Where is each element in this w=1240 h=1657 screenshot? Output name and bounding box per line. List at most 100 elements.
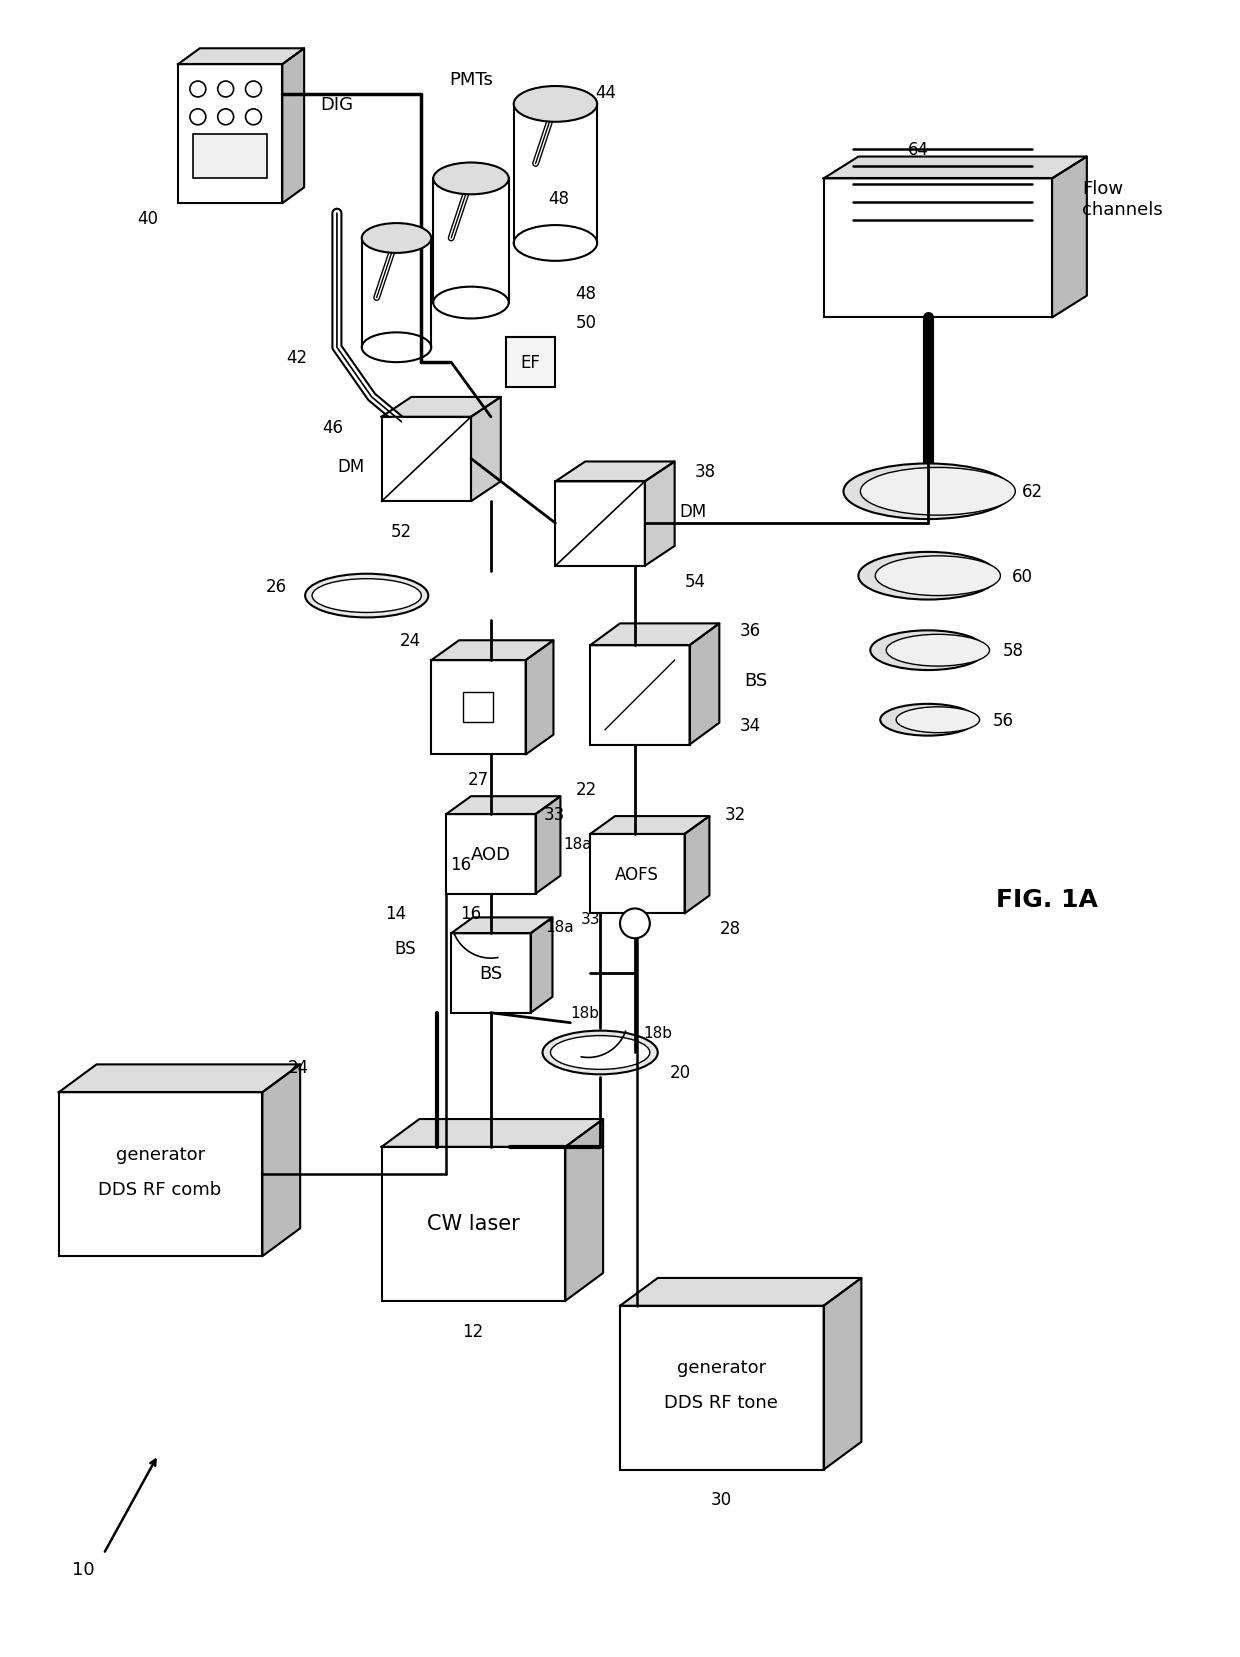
Ellipse shape <box>433 287 508 320</box>
Text: 33: 33 <box>580 911 600 926</box>
Text: 24: 24 <box>288 1059 309 1077</box>
Polygon shape <box>382 398 501 418</box>
Bar <box>382 418 471 502</box>
Text: 14: 14 <box>386 905 407 923</box>
Ellipse shape <box>362 333 432 363</box>
Polygon shape <box>823 1278 862 1470</box>
Text: 18a: 18a <box>546 920 574 935</box>
Ellipse shape <box>513 225 598 262</box>
Polygon shape <box>645 462 675 567</box>
Text: CW laser: CW laser <box>427 1213 520 1233</box>
Ellipse shape <box>843 464 1012 520</box>
Text: 16: 16 <box>460 905 481 923</box>
Polygon shape <box>263 1065 300 1256</box>
Ellipse shape <box>312 580 422 613</box>
Ellipse shape <box>897 708 980 732</box>
Text: 38: 38 <box>694 464 715 481</box>
Ellipse shape <box>433 164 508 196</box>
Polygon shape <box>556 462 675 482</box>
Text: DDS RF comb: DDS RF comb <box>98 1180 222 1198</box>
Text: Flow
channels: Flow channels <box>1081 179 1163 219</box>
Polygon shape <box>179 50 304 65</box>
Ellipse shape <box>887 635 990 666</box>
Text: 20: 20 <box>670 1064 691 1082</box>
Text: 10: 10 <box>72 1559 95 1577</box>
Bar <box>432 661 526 756</box>
Text: EF: EF <box>521 355 541 371</box>
Text: 36: 36 <box>739 621 760 640</box>
Ellipse shape <box>543 1031 657 1075</box>
Circle shape <box>620 910 650 938</box>
Ellipse shape <box>305 575 428 618</box>
Polygon shape <box>689 625 719 746</box>
Bar <box>463 693 492 722</box>
Text: AOD: AOD <box>471 845 511 863</box>
Polygon shape <box>471 398 501 502</box>
Text: 44: 44 <box>595 85 616 103</box>
Bar <box>823 179 1052 318</box>
Text: 28: 28 <box>719 920 740 938</box>
Polygon shape <box>382 1120 603 1147</box>
Text: 54: 54 <box>684 572 706 590</box>
Ellipse shape <box>362 224 432 254</box>
Text: 64: 64 <box>908 141 929 159</box>
Bar <box>620 1306 823 1470</box>
Text: 48: 48 <box>548 191 569 209</box>
Text: 52: 52 <box>391 522 412 540</box>
Bar <box>556 482 645 567</box>
Text: BS: BS <box>394 940 417 958</box>
Polygon shape <box>565 1120 603 1301</box>
Bar <box>446 815 536 895</box>
Text: 40: 40 <box>138 210 159 229</box>
Bar <box>590 835 684 915</box>
Polygon shape <box>283 50 304 204</box>
Polygon shape <box>590 817 709 835</box>
Bar <box>506 338 556 388</box>
Text: 26: 26 <box>267 577 288 595</box>
Ellipse shape <box>551 1036 650 1070</box>
Text: generator: generator <box>677 1359 766 1377</box>
Text: DDS RF tone: DDS RF tone <box>665 1394 779 1412</box>
Text: 62: 62 <box>1022 482 1043 500</box>
Text: 46: 46 <box>322 419 343 436</box>
Polygon shape <box>531 918 553 1012</box>
Text: 50: 50 <box>575 315 596 331</box>
Ellipse shape <box>513 86 598 123</box>
Text: AOFS: AOFS <box>615 865 658 883</box>
Polygon shape <box>526 641 553 756</box>
Text: 16: 16 <box>450 855 471 873</box>
Text: generator: generator <box>115 1145 205 1163</box>
Text: 48: 48 <box>575 285 596 303</box>
Text: 34: 34 <box>739 716 760 734</box>
Text: BS: BS <box>479 964 502 983</box>
Polygon shape <box>620 1278 862 1306</box>
Ellipse shape <box>858 552 997 600</box>
Text: 18a: 18a <box>563 837 591 852</box>
Bar <box>179 65 283 204</box>
Text: 32: 32 <box>724 805 745 824</box>
Text: 30: 30 <box>711 1491 732 1508</box>
Ellipse shape <box>880 704 976 736</box>
Ellipse shape <box>870 631 986 671</box>
Text: 27: 27 <box>467 771 489 789</box>
Polygon shape <box>432 641 553 661</box>
Bar <box>451 935 531 1012</box>
Bar <box>58 1092 263 1256</box>
Text: 12: 12 <box>463 1322 484 1341</box>
Polygon shape <box>1052 157 1086 318</box>
Text: 42: 42 <box>286 350 308 366</box>
Text: 22: 22 <box>575 780 596 799</box>
Ellipse shape <box>861 469 1016 515</box>
Text: 18b: 18b <box>642 1026 672 1041</box>
Text: DIG: DIG <box>320 96 353 114</box>
Text: 60: 60 <box>1012 567 1033 585</box>
Polygon shape <box>536 797 560 895</box>
Text: DM: DM <box>337 459 365 476</box>
Bar <box>193 134 268 179</box>
Polygon shape <box>58 1065 300 1092</box>
Text: 58: 58 <box>1002 641 1023 659</box>
Text: 56: 56 <box>992 711 1013 729</box>
Text: 18b: 18b <box>570 1006 600 1021</box>
Polygon shape <box>823 157 1086 179</box>
Bar <box>590 646 689 746</box>
